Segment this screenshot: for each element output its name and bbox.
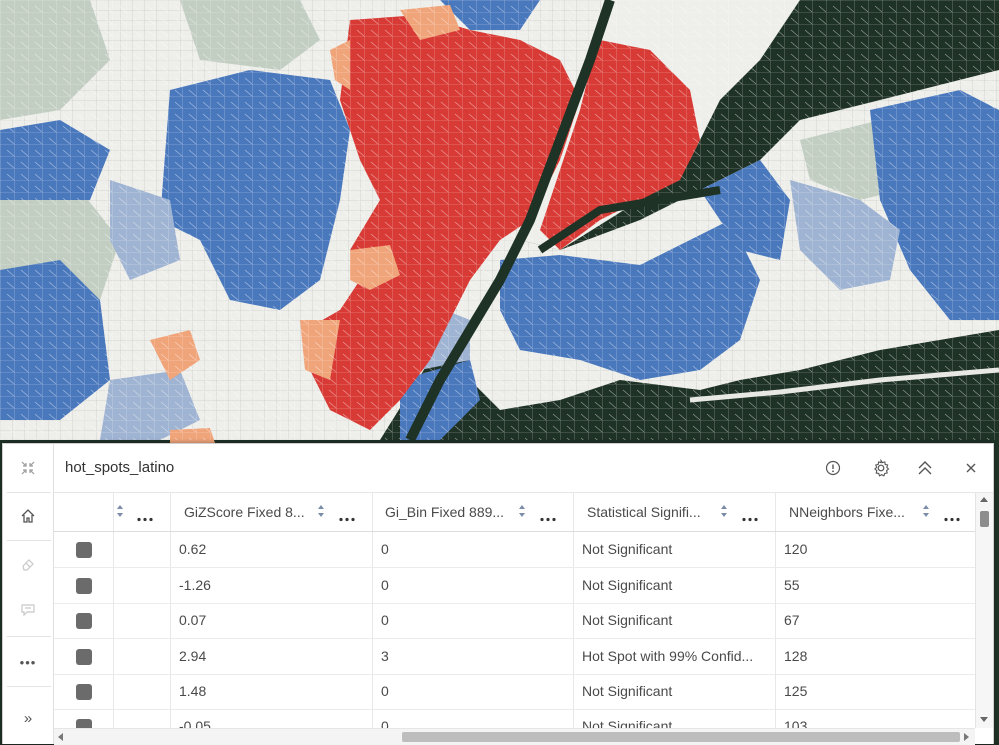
- double-chevron-up-icon[interactable]: [912, 455, 938, 481]
- scroll-left-arrow-icon[interactable]: [58, 733, 63, 741]
- row-select-checkbox[interactable]: [76, 578, 92, 594]
- river: [405, 0, 615, 443]
- cell-significance: Not Significant: [582, 541, 673, 557]
- table-row[interactable]: 0.07 0 Not Significant 67: [54, 603, 975, 639]
- cell-gizscore: -0.05: [179, 718, 211, 728]
- collapse-icon[interactable]: [3, 446, 53, 490]
- horizontal-scrollbar[interactable]: [54, 728, 975, 745]
- table-row[interactable]: -1.26 0 Not Significant 55: [54, 568, 975, 604]
- column-header-gibin[interactable]: Gi_Bin Fixed 889...: [385, 504, 505, 520]
- cell-nneighbors: 120: [784, 541, 808, 557]
- row-select-checkbox[interactable]: [76, 649, 92, 665]
- cell-gibin: 0: [381, 612, 389, 628]
- river: [537, 186, 721, 254]
- message-icon[interactable]: [3, 588, 53, 632]
- cell-gizscore: -1.26: [179, 577, 211, 593]
- scroll-down-arrow-icon[interactable]: [980, 717, 988, 722]
- sort-icon[interactable]: [317, 504, 325, 518]
- table-header: hot_spots_latino: [54, 444, 993, 493]
- cell-significance: Not Significant: [582, 718, 673, 728]
- cell-gibin: 0: [381, 718, 389, 728]
- scroll-right-arrow-icon[interactable]: [964, 733, 969, 741]
- column-menu-icon[interactable]: [741, 509, 759, 527]
- cell-significance: Not Significant: [582, 577, 673, 593]
- sort-icon[interactable]: [116, 504, 124, 518]
- column-header-gizscore[interactable]: GiZScore Fixed 8...: [184, 504, 305, 520]
- cell-significance: Not Significant: [582, 612, 673, 628]
- table-row[interactable]: 0.62 0 Not Significant 120: [54, 532, 975, 568]
- cell-significance: Not Significant: [582, 683, 673, 699]
- sort-icon[interactable]: [518, 504, 526, 518]
- cell-nneighbors: 125: [784, 683, 808, 699]
- table-row[interactable]: 1.48 0 Not Significant 125: [54, 674, 975, 710]
- cell-nneighbors: 55: [784, 577, 800, 593]
- cell-gibin: 0: [381, 577, 389, 593]
- column-menu-icon[interactable]: [136, 509, 154, 527]
- vertical-scrollbar[interactable]: [975, 493, 993, 728]
- sort-icon[interactable]: [922, 504, 930, 518]
- column-menu-icon[interactable]: [943, 509, 961, 527]
- cell-nneighbors: 128: [784, 648, 808, 664]
- sort-icon[interactable]: [720, 504, 728, 518]
- expand-icon[interactable]: »: [23, 709, 33, 727]
- scroll-up-arrow-icon[interactable]: [980, 497, 988, 502]
- table-row[interactable]: 2.94 3 Hot Spot with 99% Confid... 128: [54, 639, 975, 675]
- row-select-checkbox[interactable]: [76, 719, 92, 728]
- column-menu-icon[interactable]: [539, 509, 557, 527]
- row-select-checkbox[interactable]: [76, 613, 92, 629]
- layer-title: hot_spots_latino: [65, 459, 175, 476]
- more-icon[interactable]: •••: [19, 654, 37, 670]
- cell-significance: Hot Spot with 99% Confid...: [582, 648, 754, 664]
- horizontal-scroll-thumb[interactable]: [402, 732, 960, 742]
- vertical-scroll-thumb[interactable]: [980, 511, 989, 527]
- cell-nneighbors: 103: [784, 718, 808, 728]
- cell-gizscore: 2.94: [179, 648, 207, 664]
- info-icon[interactable]: [820, 455, 846, 481]
- column-header-row: GiZScore Fixed 8... Gi_Bin Fixed 889... …: [54, 493, 975, 532]
- row-select-checkbox[interactable]: [76, 684, 92, 700]
- attribute-grid: GiZScore Fixed 8... Gi_Bin Fixed 889... …: [54, 493, 975, 728]
- attribute-table-panel: ••• » hot_spots_latino GiZScore Fixed 8.…: [2, 443, 994, 745]
- cell-gibin: 0: [381, 683, 389, 699]
- barrier-island: [689, 367, 999, 403]
- tract-boundaries: [0, 0, 999, 440]
- eraser-icon[interactable]: [3, 542, 53, 586]
- column-header-nneighbors[interactable]: NNeighbors Fixe...: [789, 504, 905, 520]
- cell-nneighbors: 67: [784, 612, 800, 628]
- gear-icon[interactable]: [868, 455, 894, 481]
- cell-gizscore: 0.07: [179, 612, 207, 628]
- cell-gibin: 0: [381, 541, 389, 557]
- column-header-significance[interactable]: Statistical Signifi...: [587, 504, 701, 520]
- table-sidebar: ••• »: [3, 444, 54, 744]
- row-select-checkbox[interactable]: [76, 542, 92, 558]
- close-icon[interactable]: [958, 455, 984, 481]
- column-menu-icon[interactable]: [338, 509, 356, 527]
- cell-gibin: 3: [381, 648, 389, 664]
- cell-gizscore: 0.62: [179, 541, 207, 557]
- home-icon[interactable]: [3, 494, 53, 538]
- cell-gizscore: 1.48: [179, 683, 207, 699]
- table-row[interactable]: -0.05 0 Not Significant 103: [54, 709, 975, 728]
